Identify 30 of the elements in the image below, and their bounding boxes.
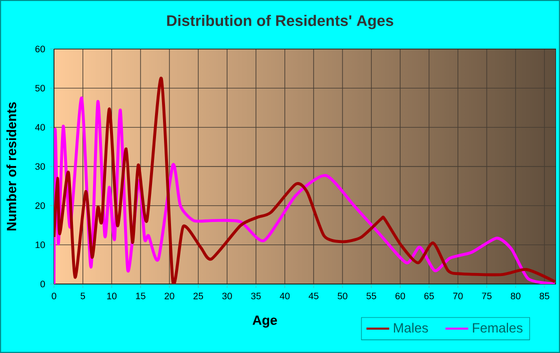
x-tick-label: 85	[540, 292, 550, 300]
x-tick-label: 30	[222, 292, 232, 300]
x-tick-label: 70	[453, 292, 463, 300]
x-tick-label: 55	[366, 292, 376, 300]
legend-label: Females	[472, 322, 523, 333]
x-tick-label: 10	[107, 292, 117, 300]
y-tick-label: 10	[36, 242, 45, 248]
x-tick-label: 20	[164, 292, 174, 300]
y-tick-label: 20	[35, 202, 45, 209]
x-axis-title: Age	[252, 316, 277, 328]
x-tick-label: 0	[52, 292, 56, 300]
x-tick-label: 60	[395, 292, 406, 300]
x-tick-label: 75	[482, 292, 492, 300]
y-tick-label: 40	[35, 124, 45, 131]
x-tick-label: 80	[510, 292, 520, 300]
x-tick-label: 50	[338, 292, 348, 300]
x-tick-label: 40	[280, 292, 290, 300]
x-tick-label: 35	[251, 292, 261, 300]
x-tick-label: 15	[136, 292, 146, 300]
x-tick-label: 25	[194, 292, 204, 300]
y-tick-label: 60	[35, 46, 45, 52]
y-tick-label: 0	[40, 280, 45, 288]
legend-label: Males	[394, 322, 428, 333]
x-tick-label: 45	[308, 292, 318, 300]
x-tick-label: 5	[80, 292, 86, 300]
y-axis-title: Number of residents	[6, 102, 16, 230]
y-tick-label: 30	[35, 163, 45, 170]
x-tick-label: 65	[424, 292, 434, 300]
y-tick-label: 50	[35, 84, 45, 92]
chart-title: Distribution of Residents' Ages	[167, 14, 394, 30]
